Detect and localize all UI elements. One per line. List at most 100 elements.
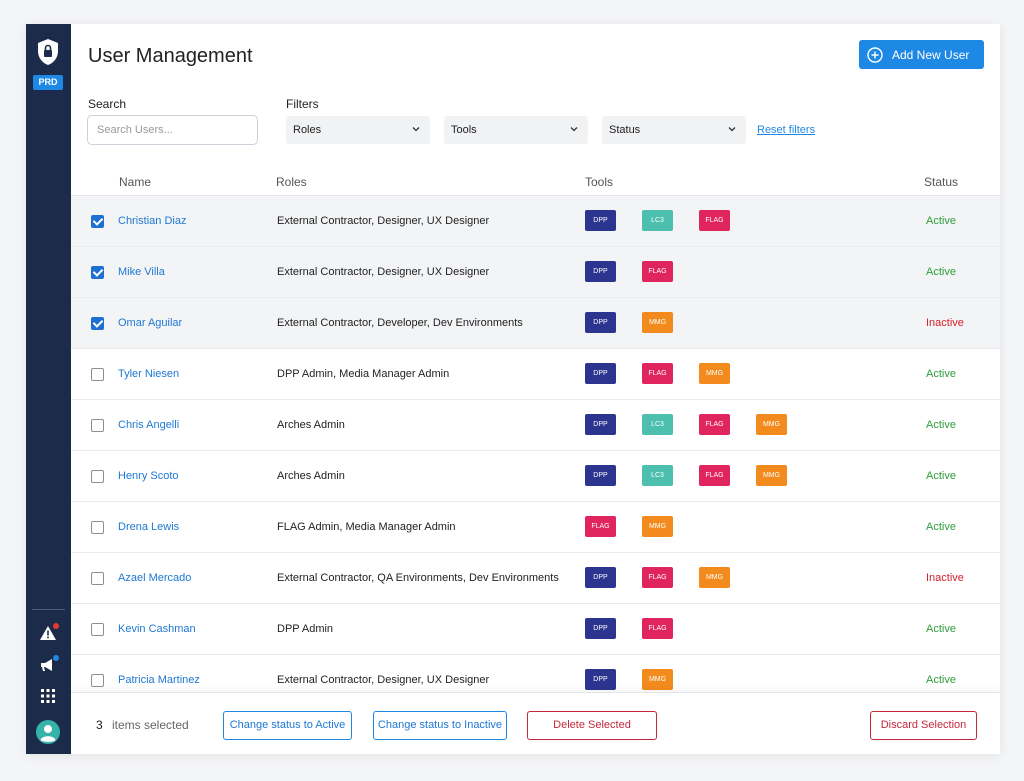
table-row[interactable]: Azael Mercado External Contractor, QA Env… (71, 553, 1000, 604)
change-status-inactive-button[interactable]: Change status to Inactive (373, 711, 507, 740)
sidebar: PRD (26, 24, 71, 754)
table-row[interactable]: Christian Diaz External Contractor, Desig… (71, 196, 1000, 247)
status-label: Active (926, 521, 956, 533)
status-label: Active (926, 623, 956, 635)
status-label: Active (926, 419, 956, 431)
tool-badge-flag: FLAG (585, 516, 616, 537)
column-header-roles[interactable]: Roles (276, 175, 307, 189)
user-roles: Arches Admin (277, 470, 345, 482)
table-row[interactable]: Chris Angelli Arches Admin DPP LC3 FLAG MMG Ac… (71, 400, 1000, 451)
row-select-checkbox[interactable] (91, 266, 104, 279)
row-select-checkbox[interactable] (91, 368, 104, 381)
tool-badge-mmg: MMG (642, 312, 673, 333)
delete-selected-button[interactable]: Delete Selected (527, 711, 657, 740)
tool-badge-mmg: MMG (756, 465, 787, 486)
roles-filter-value: Roles (293, 124, 322, 136)
row-select-checkbox[interactable] (91, 623, 104, 636)
tool-badge-lc3: LC3 (642, 414, 673, 435)
tool-badge-dpp: DPP (585, 669, 616, 690)
chevron-down-icon (412, 127, 420, 132)
tool-badge-flag: FLAG (642, 363, 673, 384)
user-name-link[interactable]: Mike Villa (118, 266, 165, 278)
table-row[interactable]: Drena Lewis FLAG Admin, Media Manager Adm… (71, 502, 1000, 553)
user-name-link[interactable]: Drena Lewis (118, 521, 180, 533)
tool-badge-flag: FLAG (699, 210, 730, 231)
tool-badge-flag: FLAG (699, 414, 730, 435)
table-row[interactable]: Tyler Niesen DPP Admin, Media Manager Adm… (71, 349, 1000, 400)
row-select-checkbox[interactable] (91, 419, 104, 432)
user-name-link[interactable]: Kevin Cashman (118, 623, 196, 635)
row-select-checkbox[interactable] (91, 572, 104, 585)
status-label: Active (926, 368, 956, 380)
table-row[interactable]: Mike Villa External Contractor, Designer,… (71, 247, 1000, 298)
sidebar-divider (32, 609, 65, 610)
table-row[interactable]: Henry Scoto Arches Admin DPP LC3 FLAG MMG Acti… (71, 451, 1000, 502)
row-select-checkbox[interactable] (91, 317, 104, 330)
status-label: Active (926, 674, 956, 686)
status-label: Inactive (926, 572, 964, 584)
user-roles: External Contractor, Designer, UX Design… (277, 674, 490, 686)
table-row[interactable]: Omar Aguilar External Contractor, Develop… (71, 298, 1000, 349)
tool-badge-flag: FLAG (699, 465, 730, 486)
alert-notification-dot (53, 623, 59, 629)
chevron-down-icon (570, 127, 578, 132)
main-content: User Management Add New User Search Filt… (71, 24, 1000, 754)
status-label: Inactive (926, 317, 964, 329)
tool-badge-lc3: LC3 (642, 210, 673, 231)
tool-badge-dpp: DPP (585, 363, 616, 384)
announcement-notification-dot (53, 655, 59, 661)
user-name-link[interactable]: Christian Diaz (118, 215, 187, 227)
page-title: User Management (88, 45, 253, 67)
tool-badge-mmg: MMG (642, 516, 673, 537)
row-select-checkbox[interactable] (91, 470, 104, 483)
add-new-user-button[interactable]: Add New User (859, 40, 984, 69)
discard-selection-button[interactable]: Discard Selection (870, 711, 977, 740)
user-name-link[interactable]: Azael Mercado (118, 572, 192, 584)
tool-badge-dpp: DPP (585, 567, 616, 588)
column-header-name[interactable]: Name (119, 175, 152, 189)
user-roles: External Contractor, Designer, UX Design… (277, 266, 490, 278)
search-input[interactable] (87, 115, 258, 145)
app-window: PRD User Management Add New User Search (26, 24, 1000, 754)
user-avatar-icon[interactable] (36, 720, 60, 744)
tool-badge-lc3: LC3 (642, 465, 673, 486)
environment-badge: PRD (33, 75, 63, 90)
row-select-checkbox[interactable] (91, 215, 104, 228)
tool-badge-dpp: DPP (585, 465, 616, 486)
tool-badge-mmg: MMG (699, 363, 730, 384)
table-row[interactable]: Kevin Cashman DPP Admin DPP FLAG Active (71, 604, 1000, 655)
user-roles: External Contractor, QA Environments, De… (277, 572, 559, 584)
plus-circle-icon (867, 46, 883, 63)
tools-filter-value: Tools (451, 124, 477, 136)
user-name-link[interactable]: Tyler Niesen (118, 368, 180, 380)
row-select-checkbox[interactable] (91, 674, 104, 687)
status-label: Active (926, 215, 956, 227)
megaphone-icon[interactable] (38, 655, 59, 675)
user-name-link[interactable]: Patricia Martinez (118, 674, 200, 686)
roles-filter-select[interactable]: Roles (286, 116, 430, 144)
alert-icon[interactable] (38, 623, 59, 643)
change-status-active-button[interactable]: Change status to Active (223, 711, 352, 740)
selection-action-bar: 3 items selected Change status to Active… (71, 692, 1000, 754)
selected-count: 3 (96, 718, 103, 732)
filters-label: Filters (286, 97, 319, 111)
tool-badge-dpp: DPP (585, 618, 616, 639)
status-filter-select[interactable]: Status (602, 116, 746, 144)
apps-grid-icon[interactable] (38, 686, 58, 706)
tools-filter-select[interactable]: Tools (444, 116, 588, 144)
user-roles: FLAG Admin, Media Manager Admin (277, 521, 456, 533)
column-header-status[interactable]: Status (924, 175, 959, 189)
status-label: Active (926, 470, 956, 482)
shield-lock-logo-icon[interactable] (36, 38, 60, 66)
user-name-link[interactable]: Henry Scoto (118, 470, 179, 482)
user-name-link[interactable]: Chris Angelli (118, 419, 180, 431)
column-header-tools[interactable]: Tools (585, 175, 614, 189)
tool-badge-flag: FLAG (642, 618, 673, 639)
row-select-checkbox[interactable] (91, 521, 104, 534)
reset-filters-link[interactable]: Reset filters (757, 124, 816, 136)
tool-badge-dpp: DPP (585, 210, 616, 231)
search-label: Search (88, 97, 127, 111)
tool-badge-dpp: DPP (585, 261, 616, 282)
tool-badge-flag: FLAG (642, 261, 673, 282)
user-name-link[interactable]: Omar Aguilar (118, 317, 183, 329)
